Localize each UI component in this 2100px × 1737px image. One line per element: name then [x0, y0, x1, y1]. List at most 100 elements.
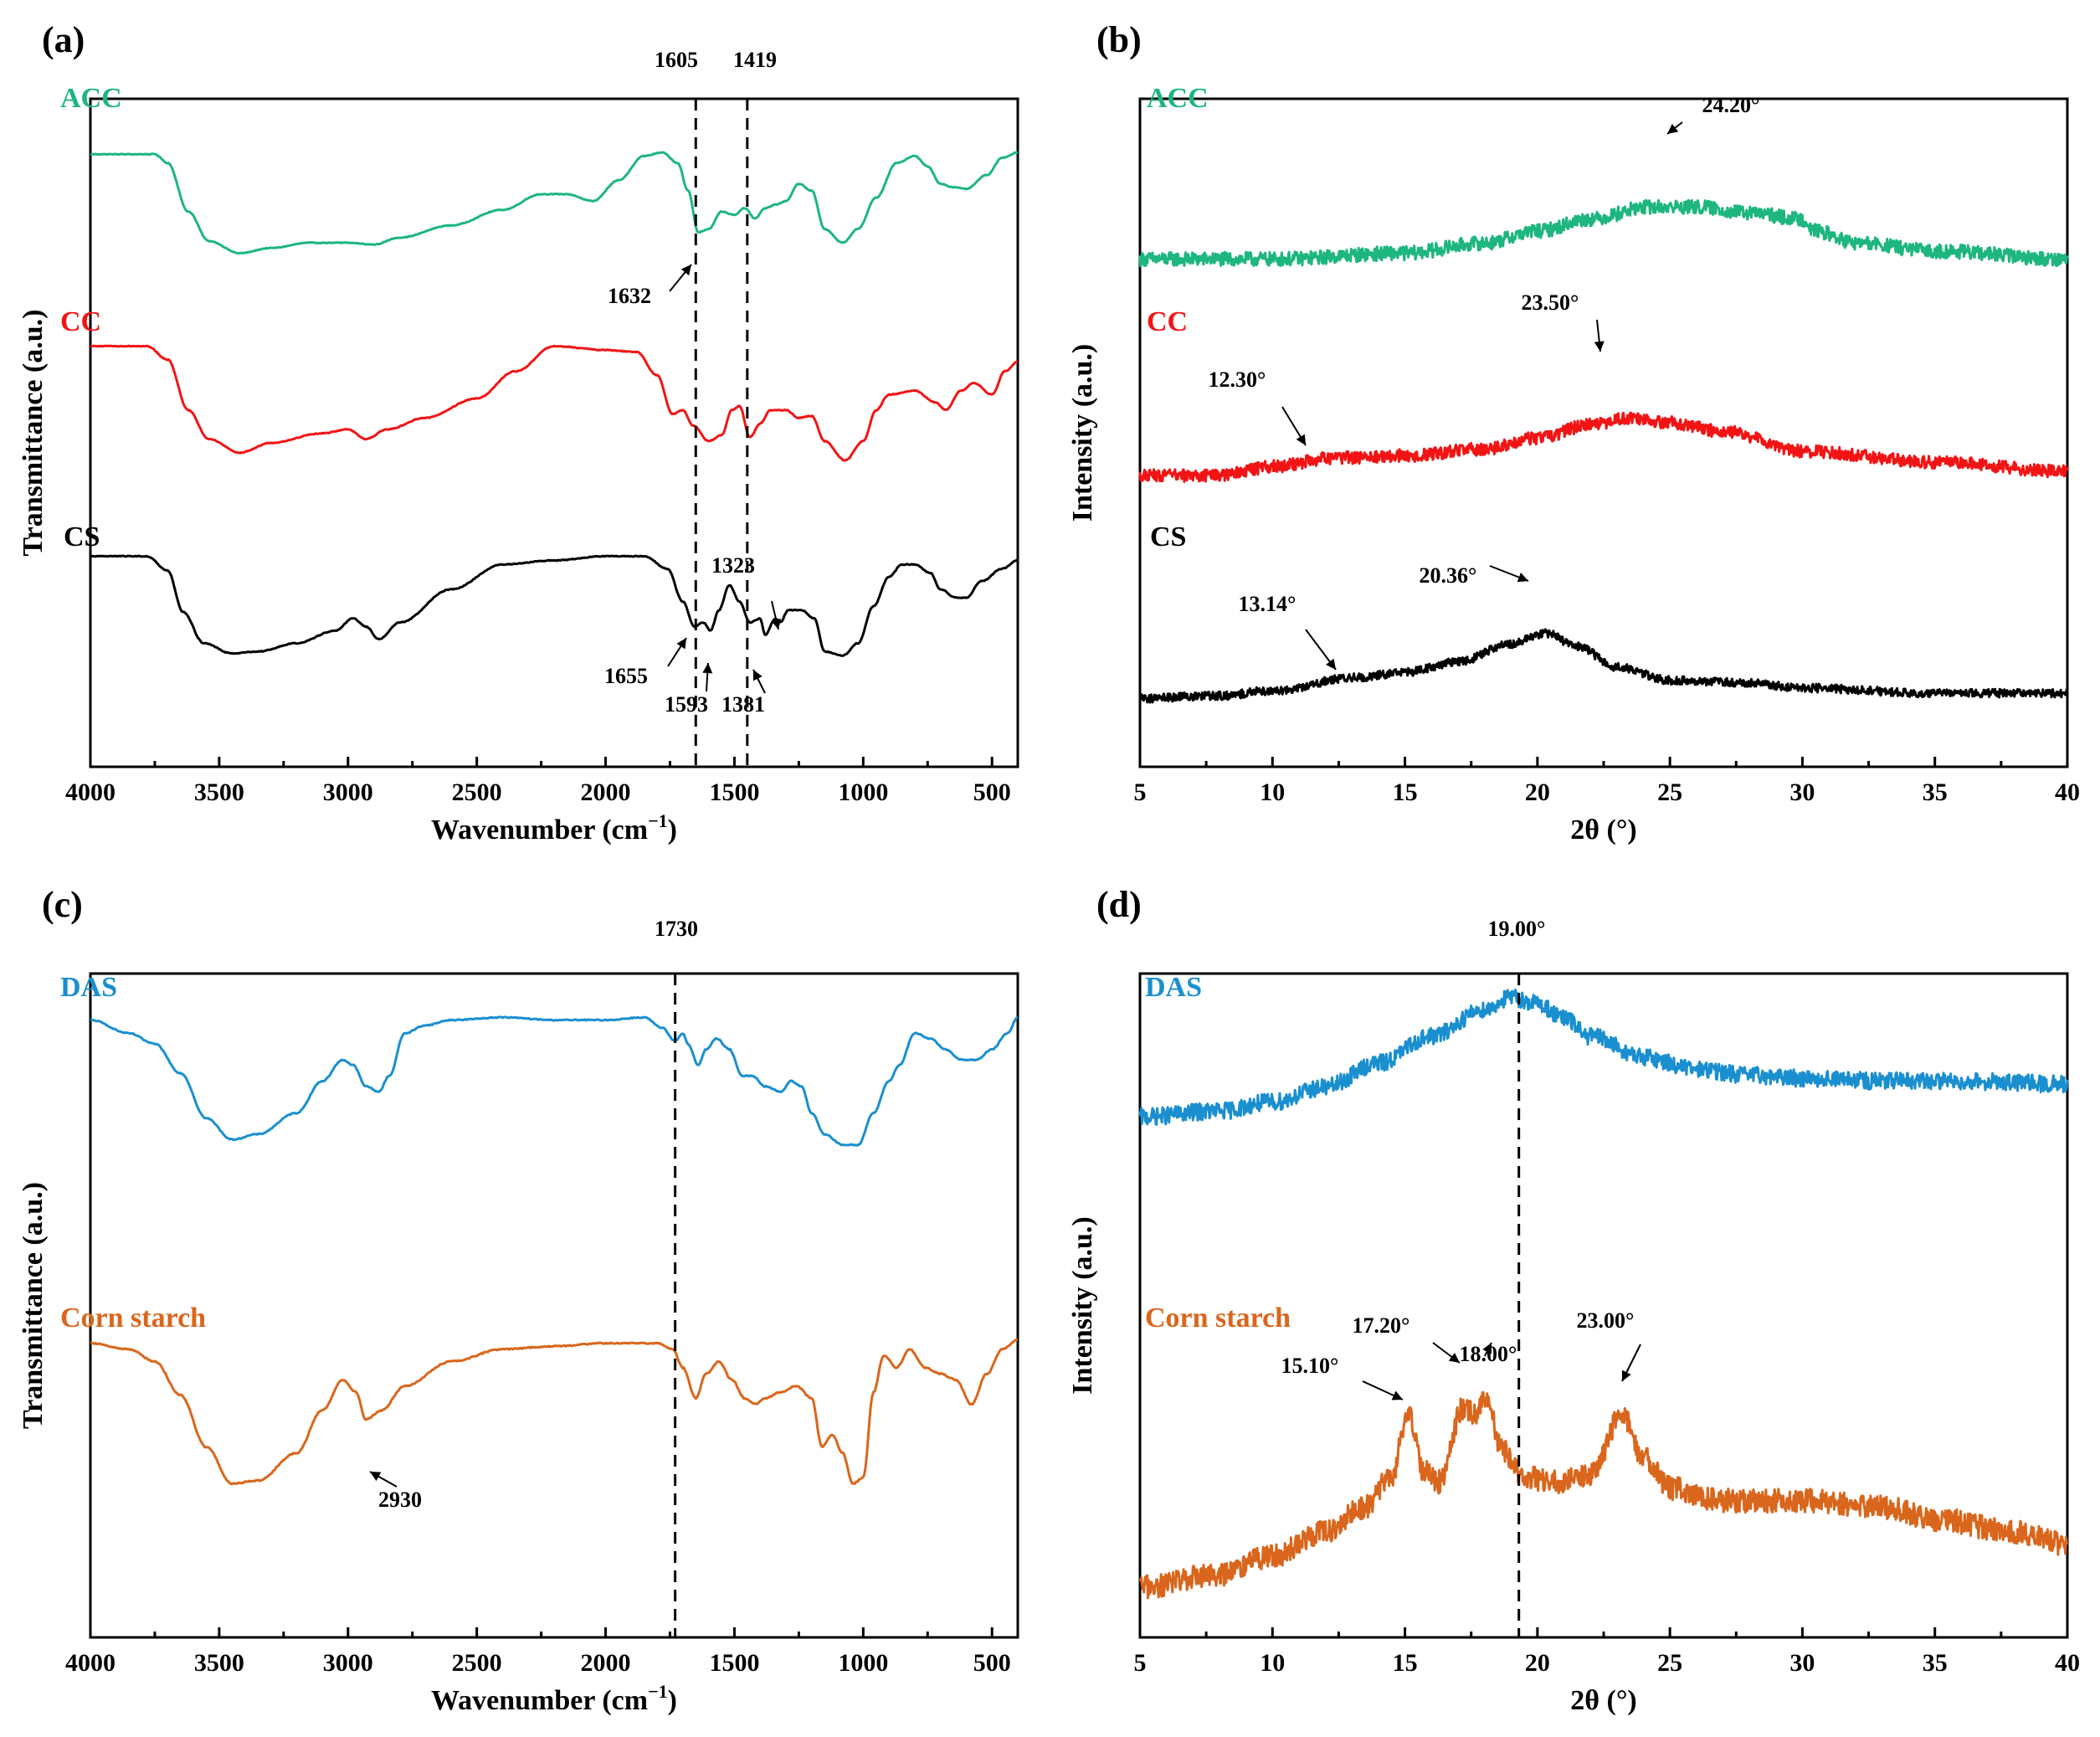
annotation-arrowhead [1482, 1343, 1492, 1354]
series-line-corn-starch [90, 1338, 1019, 1486]
peak-annotation: 23.50° [1522, 290, 1579, 315]
y-axis-title: Intensity (a.u.) [1067, 1216, 1098, 1395]
x-axis-title-sup: −1 [648, 810, 668, 831]
series-label-das: DAS [1145, 972, 1202, 1003]
annotation-arrowhead [676, 638, 686, 650]
annotation-arrowhead [702, 663, 713, 674]
x-tick-label: 3500 [194, 1649, 244, 1677]
x-tick-label: 1500 [709, 779, 759, 806]
annotation-arrowhead [1448, 1353, 1460, 1363]
peak-annotation: 13.14° [1239, 592, 1296, 616]
peak-annotation: 1381 [721, 692, 765, 717]
peak-annotation: 23.00° [1577, 1308, 1635, 1333]
x-tick-label: 30 [1789, 1649, 1815, 1677]
x-tick-label: 20 [1525, 1649, 1550, 1677]
x-tick-label: 25 [1657, 1649, 1682, 1677]
x-tick-label: 1000 [838, 1649, 888, 1677]
annotation-arrowhead [1296, 434, 1306, 445]
x-tick-label: 4000 [65, 1649, 116, 1677]
x-tick-label: 3000 [323, 779, 373, 806]
x-tick-label: 2000 [581, 1649, 631, 1677]
x-axis-title-main: Wavenumber (cm [431, 1685, 648, 1716]
x-tick-label: 2500 [452, 1649, 502, 1677]
panel-d: (d) 5 10 15 20 25 30 35 40 2θ (°) Intensity (a.u.)… [1067, 884, 2080, 1716]
annotation-arrowhead [1517, 573, 1528, 583]
x-axis-title: Wavenumber (cm−1) [431, 1681, 677, 1716]
x-tick-label: 40 [2055, 1649, 2080, 1677]
y-axis-title: Transmittance (a.u.) [18, 310, 49, 557]
peak-annotation: 17.20° [1353, 1313, 1410, 1338]
annotation-arrowhead [1594, 341, 1605, 352]
x-tick-label: 10 [1260, 1649, 1285, 1677]
x-tick-label: 20 [1525, 779, 1550, 806]
annotation-arrowhead [1622, 1370, 1631, 1381]
x-tick-label: 15 [1393, 1649, 1418, 1677]
series-line-acc [1138, 198, 2069, 268]
series-line-acc [90, 151, 1019, 254]
series-label-corn-starch: Corn starch [1145, 1303, 1291, 1334]
reference-line-label: 19.00° [1488, 917, 1546, 941]
annotation-arrowhead [370, 1472, 382, 1482]
series-label-cc: CC [1147, 306, 1188, 337]
series-label-cs: CS [64, 522, 100, 552]
y-axis-title: Intensity (a.u.) [1067, 344, 1098, 522]
x-tick-label: 35 [1923, 779, 1948, 806]
peak-annotation: 1593 [665, 692, 708, 717]
series-label-acc: ACC [1147, 83, 1209, 114]
x-tick-label: 15 [1393, 779, 1418, 806]
peak-annotation: 24.20° [1702, 93, 1760, 117]
x-tick-label: 3000 [323, 1649, 373, 1677]
x-axis-title: Wavenumber (cm−1) [431, 810, 677, 845]
annotation-arrowhead [1326, 658, 1336, 670]
peak-annotation: 15.10° [1281, 1354, 1339, 1378]
panel-a: (a) 4000 3500 3000 2500 2000 1500 1000 500 Wavenu… [18, 19, 1019, 845]
series-line-corn-starch [1138, 1390, 2069, 1600]
x-tick-label: 500 [973, 779, 1011, 806]
x-tick-label: 5 [1134, 779, 1147, 806]
x-tick-label: 500 [973, 1649, 1011, 1677]
x-tick-label: 40 [2055, 779, 2080, 806]
peak-annotation: 1323 [711, 553, 755, 578]
annotation-arrowhead [753, 670, 762, 681]
annotation-arrowhead [1391, 1390, 1403, 1400]
x-axis-title-end: ) [668, 1685, 677, 1716]
x-tick-label: 30 [1789, 779, 1815, 806]
x-tick-label: 35 [1923, 1649, 1948, 1677]
reference-line-label: 1730 [655, 917, 698, 941]
x-tick-label: 3500 [194, 779, 244, 806]
y-axis-title: Transmittance (a.u.) [18, 1182, 49, 1429]
series-line-cc [1138, 411, 2069, 483]
series-line-cs [90, 554, 1019, 657]
series-label-acc: ACC [60, 83, 122, 114]
series-line-das [1138, 988, 2069, 1126]
plot-frame [1138, 97, 2069, 768]
peak-annotation: 1655 [604, 664, 648, 688]
peak-annotation: 2930 [378, 1488, 422, 1512]
x-axis-title: 2θ (°) [1570, 815, 1637, 845]
x-tick-label: 5 [1134, 1649, 1147, 1677]
reference-line-label: 1605 [655, 48, 698, 72]
x-axis-title-end: ) [668, 815, 677, 845]
x-tick-label: 1000 [838, 779, 888, 806]
series-label-cc: CC [60, 306, 101, 337]
x-tick-label: 2500 [452, 779, 502, 806]
reference-line-label: 1419 [733, 48, 777, 72]
series-line-cc [90, 344, 1019, 462]
plot-frame [89, 972, 1019, 1639]
annotation-arrowhead [771, 618, 782, 630]
x-tick-label: 10 [1260, 779, 1285, 806]
x-axis-title-sup: −1 [648, 1681, 668, 1702]
x-axis-title-main: Wavenumber (cm [431, 815, 648, 845]
series-label-cs: CS [1150, 522, 1186, 552]
annotation-arrowhead [680, 265, 691, 276]
x-tick-label: 2000 [581, 779, 631, 806]
x-tick-label: 1500 [709, 1649, 759, 1677]
series-line-cs [1138, 628, 2069, 704]
plot-frame [89, 97, 1019, 768]
peak-annotation: 20.36° [1420, 563, 1477, 588]
annotation-arrowhead [1667, 123, 1679, 134]
peak-annotation: 12.30° [1209, 367, 1266, 392]
x-tick-label: 4000 [65, 779, 116, 806]
series-label-das: DAS [60, 972, 117, 1003]
